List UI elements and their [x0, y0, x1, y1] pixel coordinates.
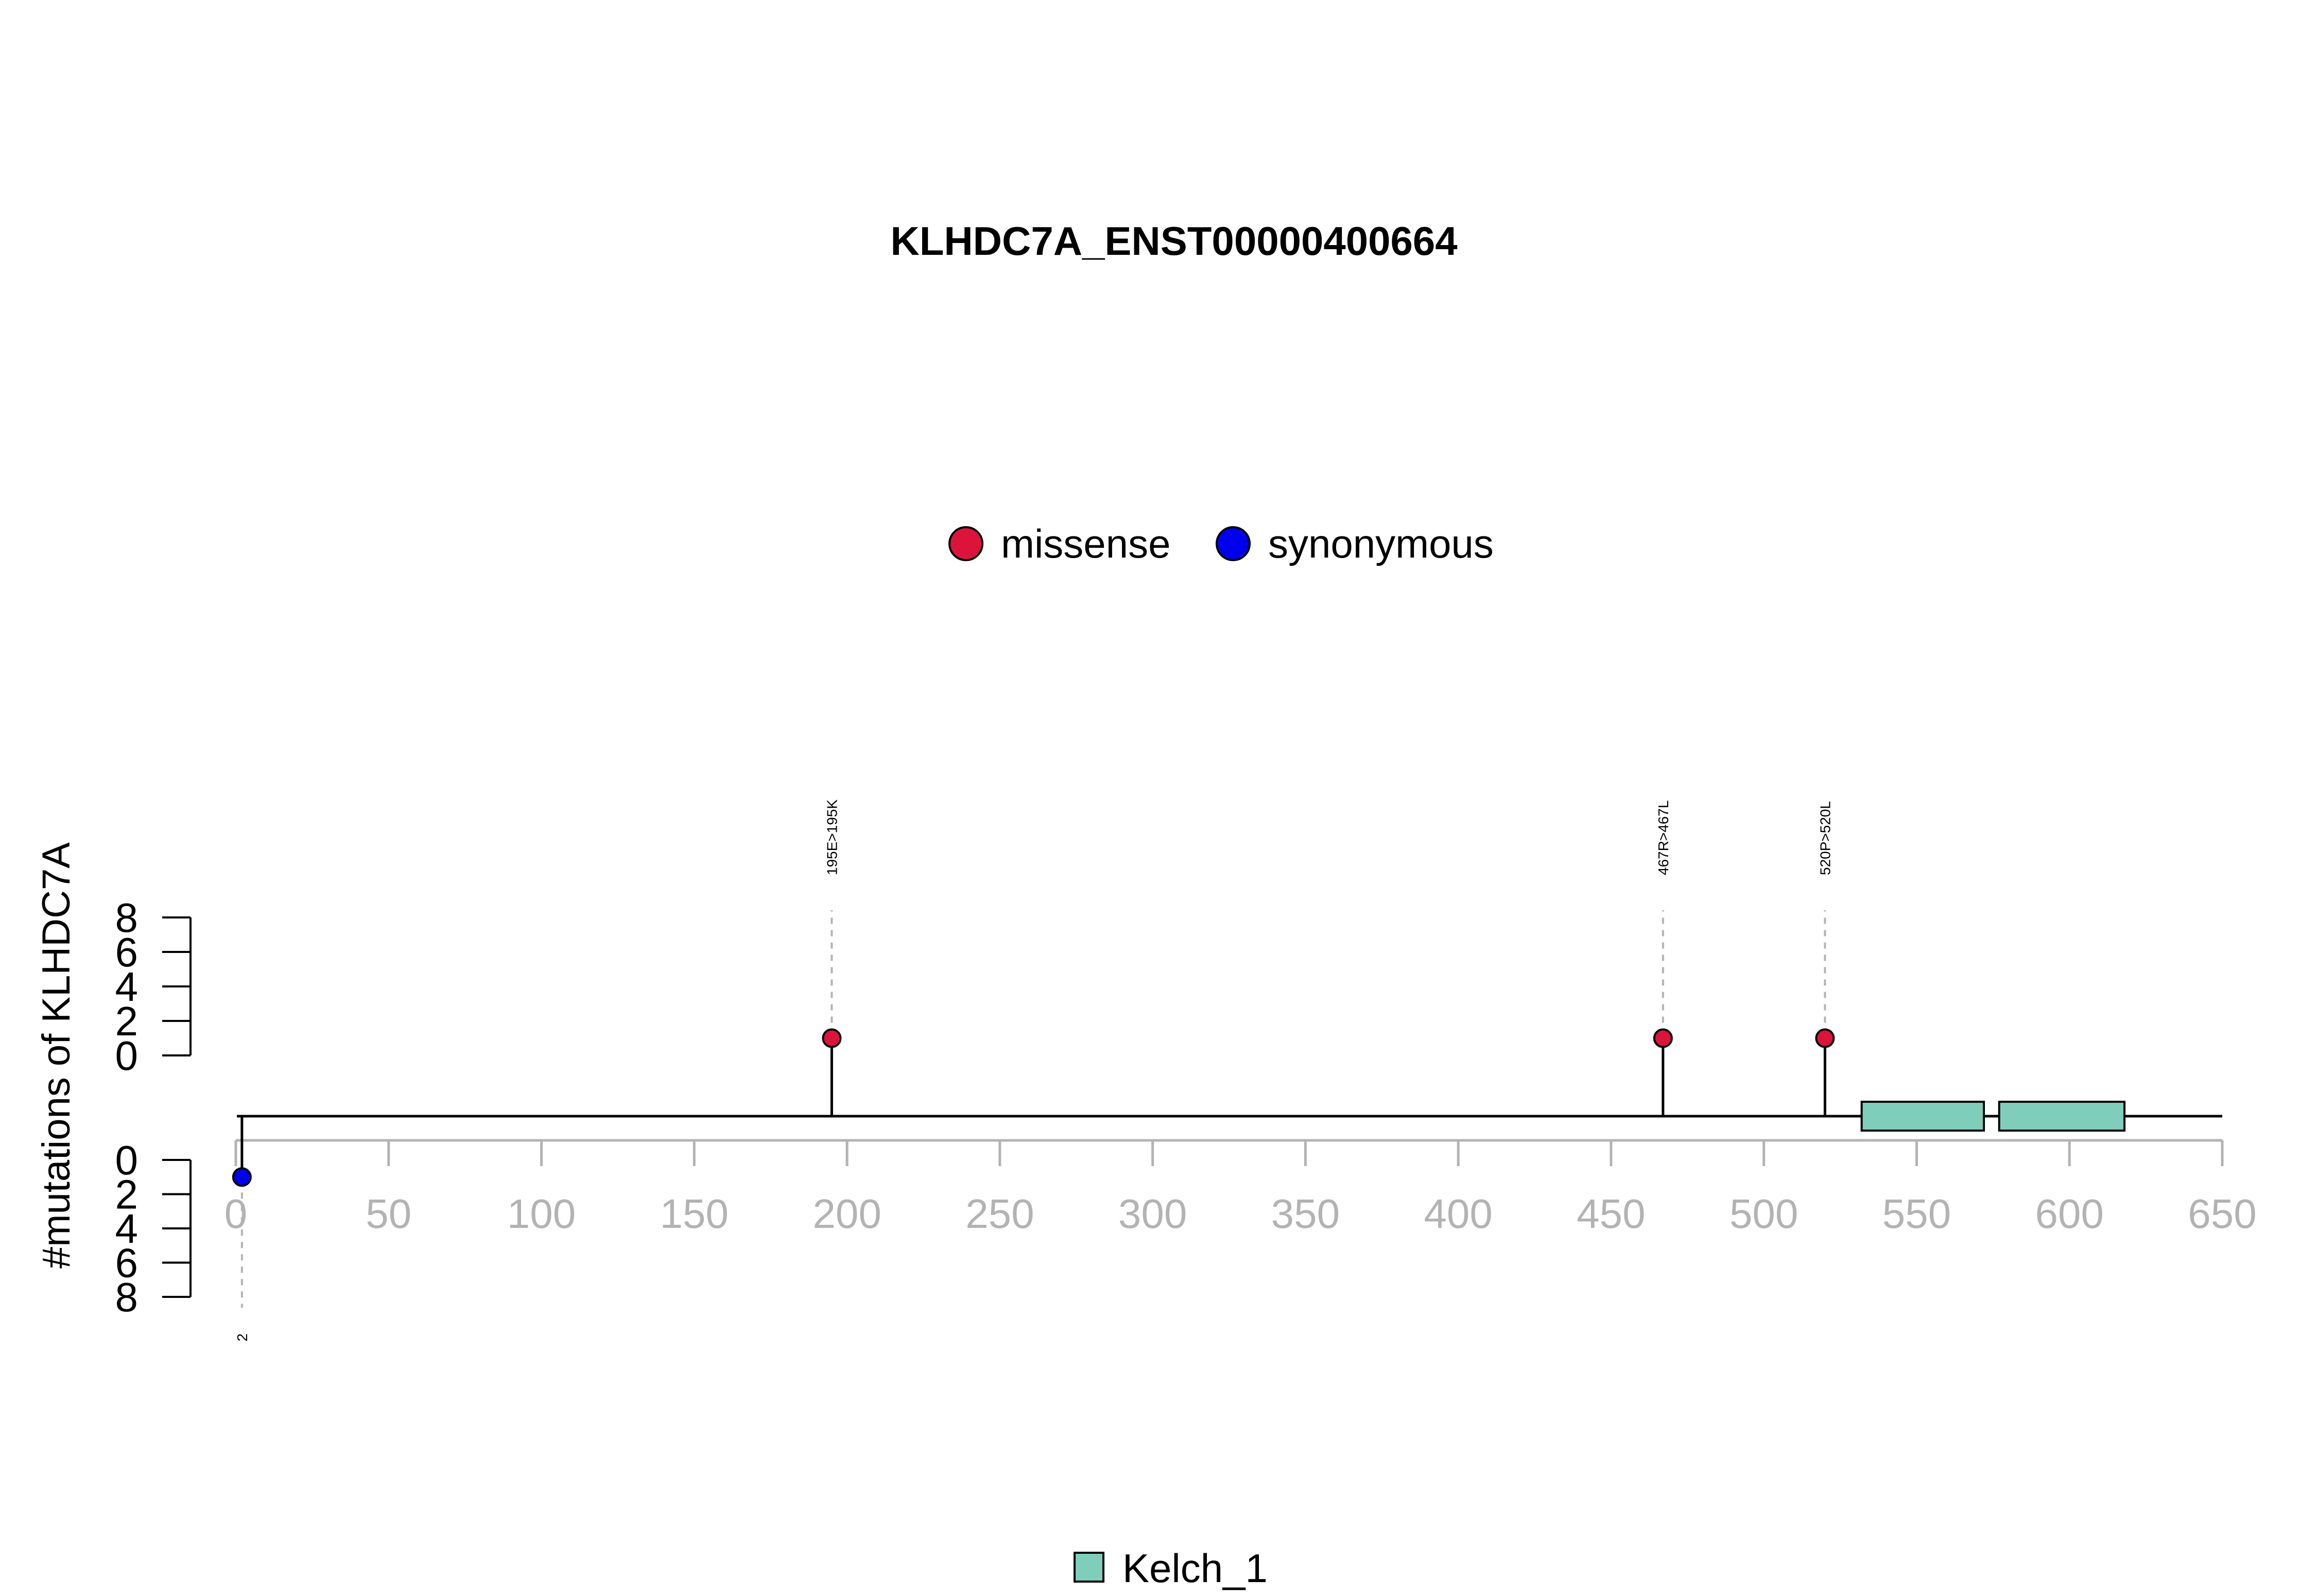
x-tick-label-150: 150 — [660, 1191, 729, 1237]
legend-label-missense: missense — [1001, 521, 1170, 566]
y-tick-label-lower-8: 8 — [115, 1274, 139, 1320]
y-tick-label-upper-6: 6 — [115, 929, 139, 975]
legend-label-synonymous: synonymous — [1268, 521, 1494, 566]
y-tick-label-upper-8: 8 — [115, 895, 139, 941]
mutation-point — [232, 1167, 252, 1187]
x-tick-label-350: 350 — [1271, 1191, 1340, 1237]
domain-Kelch_1-1 — [1860, 1101, 1985, 1132]
domain-Kelch_1-2 — [1998, 1101, 2126, 1132]
mutation-195E>195K: 195E>195K — [822, 800, 842, 1116]
y-tick-label-lower-4: 4 — [115, 1206, 139, 1252]
x-tick-label-0: 0 — [224, 1191, 248, 1237]
x-tick-label-550: 550 — [1882, 1191, 1951, 1237]
x-tick-label-400: 400 — [1424, 1191, 1492, 1237]
domains — [1860, 1101, 2126, 1132]
legend-marker-missense — [948, 526, 983, 561]
mutation-label: 2 — [234, 1333, 250, 1342]
x-tick-label-100: 100 — [507, 1191, 576, 1237]
mutation-2: 2 — [232, 1116, 252, 1342]
y-tick-label-upper-4: 4 — [115, 964, 139, 1010]
x-tick-label-600: 600 — [2035, 1191, 2103, 1237]
mutation-legend: missense synonymous — [948, 521, 1494, 566]
domain-legend: Kelch_1 — [1074, 1546, 1268, 1591]
mutation-467R>467L: 467R>467L — [1653, 800, 1673, 1116]
y-tick-label-lower-0: 0 — [115, 1137, 139, 1183]
mutation-point — [1653, 1028, 1673, 1048]
x-tick-label-200: 200 — [812, 1191, 881, 1237]
chart-title: KLHDC7A_ENST00000400664 — [890, 218, 1457, 264]
legend-item-missense: missense — [948, 521, 1170, 566]
y-tick-label-upper-0: 0 — [115, 1033, 139, 1079]
mutation-label: 520P>520L — [1817, 801, 1833, 875]
y-axis-label: #mutations of KLHDC7A — [34, 842, 78, 1269]
domain-legend-item-Kelch_1: Kelch_1 — [1074, 1546, 1268, 1591]
mutation-label: 195E>195K — [824, 800, 840, 875]
legend-item-synonymous: synonymous — [1216, 521, 1494, 566]
x-tick-label-650: 650 — [2188, 1191, 2256, 1237]
mutation-point — [1815, 1028, 1835, 1048]
x-tick-label-450: 450 — [1577, 1191, 1645, 1237]
domain-legend-swatch — [1074, 1552, 1104, 1583]
x-tick-label-50: 50 — [366, 1191, 411, 1237]
x-axis: 0 50 100 150 200 250 300 350 400 450 500 550 600 650 — [224, 1139, 2257, 1237]
legend-marker-synonymous — [1216, 526, 1251, 561]
y-tick-label-upper-2: 2 — [115, 998, 139, 1044]
x-tick-label-300: 300 — [1118, 1191, 1187, 1237]
mutations: 195E>195K 467R>467L 520P>520L 2 — [232, 800, 1835, 1342]
mutation-520P>520L: 520P>520L — [1815, 801, 1835, 1116]
x-tick-label-500: 500 — [1730, 1191, 1798, 1237]
domain-legend-label: Kelch_1 — [1122, 1546, 1268, 1591]
x-tick-label-250: 250 — [965, 1191, 1034, 1237]
mutation-point — [822, 1028, 842, 1048]
y-tick-label-lower-6: 6 — [115, 1240, 139, 1286]
y-tick-label-lower-2: 2 — [115, 1172, 139, 1218]
mutation-label: 467R>467L — [1655, 800, 1671, 875]
